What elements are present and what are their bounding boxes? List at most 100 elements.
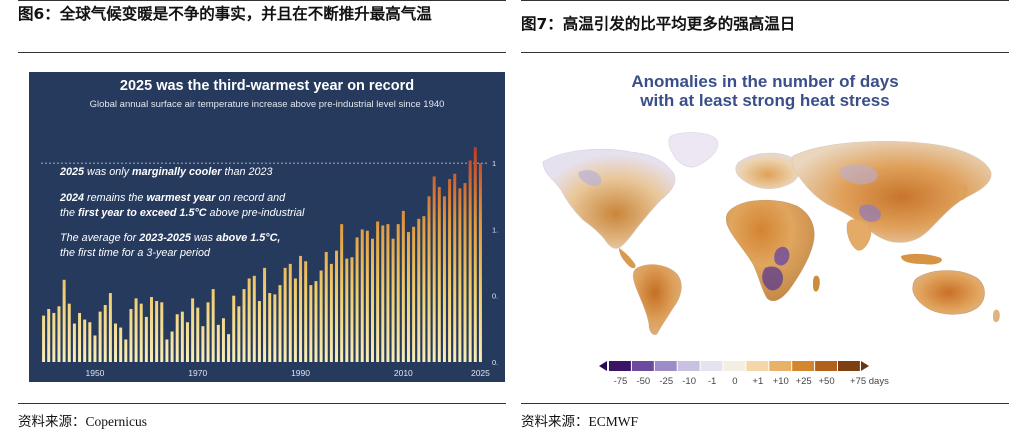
- title-rule: [521, 52, 1009, 53]
- legend-swatch: [746, 361, 769, 371]
- note-avg-period: 2023-2025: [139, 232, 191, 244]
- note-average: The average for 2023-2025 was above 1.5°…: [60, 231, 280, 261]
- bar-2019: [448, 179, 452, 362]
- bar-2007: [386, 224, 390, 362]
- bar-1950: [93, 335, 97, 362]
- note-2024-text-c: the: [60, 207, 79, 219]
- bar-1956: [124, 339, 128, 362]
- bar-1958: [134, 298, 138, 362]
- legend-swatch: [631, 361, 654, 371]
- bar-1975: [221, 318, 225, 362]
- y-tick-label: 1: [492, 159, 496, 168]
- bar-2024: [473, 147, 477, 362]
- bar-2008: [391, 238, 395, 362]
- world-heat-stress-map: [542, 132, 1000, 335]
- note-2024-emph: warmest year: [146, 192, 216, 204]
- bar-2018: [442, 196, 446, 362]
- bar-1968: [185, 322, 189, 362]
- note-2024-year: 2024: [60, 192, 85, 204]
- bar-2016: [432, 176, 436, 362]
- x-tick-1970: 1970: [188, 368, 207, 378]
- note-2025-year: 2025: [60, 166, 85, 178]
- bar-1980: [247, 278, 251, 362]
- left-figure-panel: 图6：全球气候变暖是不争的事实，并且在不断推升最高气温 2025 was the…: [18, 0, 506, 436]
- bar-1940: [42, 315, 46, 362]
- bar-1951: [98, 311, 102, 362]
- asia-shape: [791, 141, 992, 243]
- bar-1944: [62, 279, 66, 362]
- map-title-line-2: with at least strong heat stress: [640, 91, 890, 110]
- bar-1981: [252, 275, 256, 362]
- note-2024: 2024 remains the warmest year on record …: [60, 191, 304, 221]
- bar-2000: [350, 257, 354, 362]
- bar-1961: [150, 297, 153, 362]
- y-tick-label: 1.: [492, 225, 498, 234]
- bar-2004: [371, 238, 374, 362]
- legend-label: 0: [732, 376, 738, 387]
- bar-1986: [278, 285, 282, 362]
- bar-1955: [119, 327, 123, 362]
- legend-swatch: [609, 361, 631, 371]
- bar-1998: [340, 224, 344, 362]
- note-2025-text-a: was only: [84, 166, 133, 178]
- bar-1976: [227, 334, 231, 362]
- bar-1959: [139, 303, 143, 362]
- legend-label: -50: [636, 376, 651, 387]
- top-rule: [521, 0, 1009, 1]
- x-tick-1950: 1950: [86, 368, 105, 378]
- map-legend: -75 -50 -25 -10 -1 0 +1 +10 +25 +50 +75 days: [599, 358, 979, 392]
- source-copernicus: 资料来源：Copernicus: [18, 414, 147, 429]
- legend-swatch: [792, 361, 815, 371]
- note-2025-text-b: than 2023: [221, 166, 273, 178]
- bar-2017: [437, 187, 441, 362]
- bar-1946: [72, 323, 76, 362]
- source-rule: [521, 403, 1009, 404]
- legend-label: -25: [659, 376, 674, 387]
- bar-2023: [468, 160, 472, 362]
- bar-2011: [406, 232, 410, 362]
- europe-shape: [735, 152, 801, 190]
- bar-2022: [463, 183, 467, 362]
- note-2024-text-b: on record and: [215, 192, 286, 204]
- legend-label: -1: [707, 376, 717, 387]
- bar-1979: [242, 289, 246, 362]
- bar-1966: [175, 314, 179, 362]
- bar-1983: [263, 267, 267, 362]
- bar-2002: [360, 229, 364, 362]
- bar-2009: [396, 224, 400, 362]
- bar-1987: [283, 267, 287, 362]
- bar-1992: [309, 285, 313, 362]
- bar-1996: [329, 263, 333, 362]
- japan-shape: [958, 184, 968, 201]
- bar-1943: [57, 306, 61, 362]
- africa-shape: [725, 199, 815, 302]
- bar-1965: [170, 331, 174, 362]
- bar-1972: [206, 302, 210, 362]
- top-rule: [18, 0, 506, 1]
- bar-2012: [412, 226, 416, 362]
- legend-label: +25: [795, 376, 812, 387]
- legend-label: -10: [682, 376, 696, 387]
- new-zealand-shape: [993, 309, 1000, 323]
- bar-1984: [268, 293, 272, 362]
- bar-2005: [376, 221, 380, 362]
- bar-1952: [103, 304, 107, 362]
- legend-swatch: [838, 361, 860, 371]
- bar-2020: [453, 173, 457, 362]
- bar-1989: [293, 278, 297, 362]
- bar-1967: [180, 311, 184, 362]
- note-avg-text-a: The average for: [60, 232, 140, 244]
- bar-1953: [108, 293, 112, 362]
- note-avg-text-c: the first time for a 3-year period: [60, 247, 211, 259]
- bar-2001: [355, 237, 359, 362]
- bar-1978: [237, 306, 241, 362]
- bar-2014: [422, 216, 426, 362]
- legend-label: +1: [752, 376, 764, 387]
- legend-swatch: [769, 361, 792, 371]
- chart-subtitle: Global annual surface air temperature in…: [89, 99, 445, 110]
- bar-1941: [47, 308, 51, 362]
- bar-1991: [304, 261, 308, 362]
- source-ecmwf: 资料来源：ECMWF: [521, 414, 639, 429]
- bar-1970: [196, 307, 200, 362]
- indonesia-shape: [901, 253, 942, 265]
